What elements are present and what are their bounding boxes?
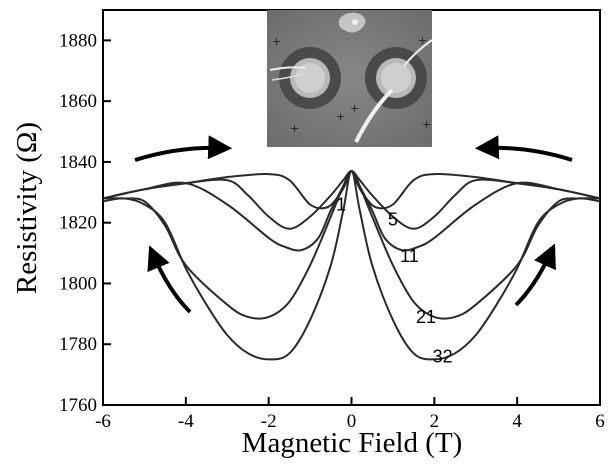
y-tick-label: 1880 bbox=[59, 30, 97, 51]
y-tick-label: 1840 bbox=[59, 152, 97, 173]
x-axis-title: Magnetic Field (T) bbox=[242, 427, 463, 459]
curve-label-32: 32 bbox=[433, 346, 453, 366]
y-tick-label: 1860 bbox=[59, 91, 97, 112]
curve-group bbox=[102, 170, 601, 361]
y-tick-label: 1820 bbox=[59, 213, 97, 234]
svg-text:+: + bbox=[290, 122, 299, 135]
curve-5 bbox=[102, 170, 601, 230]
x-tick-label: -2 bbox=[261, 411, 277, 432]
y-axis-title: Resistivity (Ω) bbox=[11, 122, 43, 294]
curve-label-1: 1 bbox=[336, 195, 346, 215]
x-tick-label: -6 bbox=[95, 411, 111, 432]
curve-label-5: 5 bbox=[388, 210, 398, 230]
svg-text:+: + bbox=[272, 35, 281, 48]
x-tick-label: 4 bbox=[512, 411, 522, 432]
x-axis-ticks: -6 -4 -2 0 2 4 6 bbox=[95, 397, 605, 432]
x-tick-label: 2 bbox=[430, 411, 440, 432]
curve-32 bbox=[102, 170, 601, 361]
arrow-top-right bbox=[474, 135, 573, 162]
x-tick-label: 6 bbox=[595, 411, 605, 432]
curve-1 bbox=[102, 170, 601, 210]
svg-text:+: + bbox=[418, 34, 427, 47]
svg-text:+: + bbox=[422, 118, 431, 131]
y-tick-label: 1760 bbox=[59, 395, 97, 416]
curve-label-21: 21 bbox=[416, 307, 436, 327]
curve-11 bbox=[102, 170, 601, 252]
svg-text:+: + bbox=[336, 110, 345, 123]
inset-micrograph: + + + + + + bbox=[267, 10, 433, 147]
svg-text:+: + bbox=[350, 102, 359, 115]
y-axis-ticks: 1760 1780 1800 1820 1840 1860 1880 bbox=[59, 30, 111, 416]
y-tick-label: 1800 bbox=[59, 273, 97, 294]
arrow-bottom-right bbox=[514, 243, 556, 307]
curve-label-group: 1 511 21 32 bbox=[336, 195, 452, 367]
sweep-arrows bbox=[134, 135, 573, 314]
x-tick-label: 0 bbox=[347, 411, 357, 432]
y-tick-label: 1780 bbox=[59, 334, 97, 355]
arrow-bottom-left bbox=[147, 245, 192, 314]
arrow-top-left bbox=[134, 135, 233, 162]
x-tick-label: -4 bbox=[178, 411, 194, 432]
curve-label-11: 11 bbox=[400, 246, 419, 266]
